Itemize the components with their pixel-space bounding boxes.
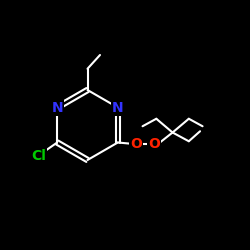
Text: O: O bbox=[130, 137, 142, 151]
Text: N: N bbox=[112, 100, 124, 114]
Text: N: N bbox=[52, 100, 63, 114]
Text: Cl: Cl bbox=[32, 149, 46, 163]
Text: O: O bbox=[148, 137, 160, 151]
